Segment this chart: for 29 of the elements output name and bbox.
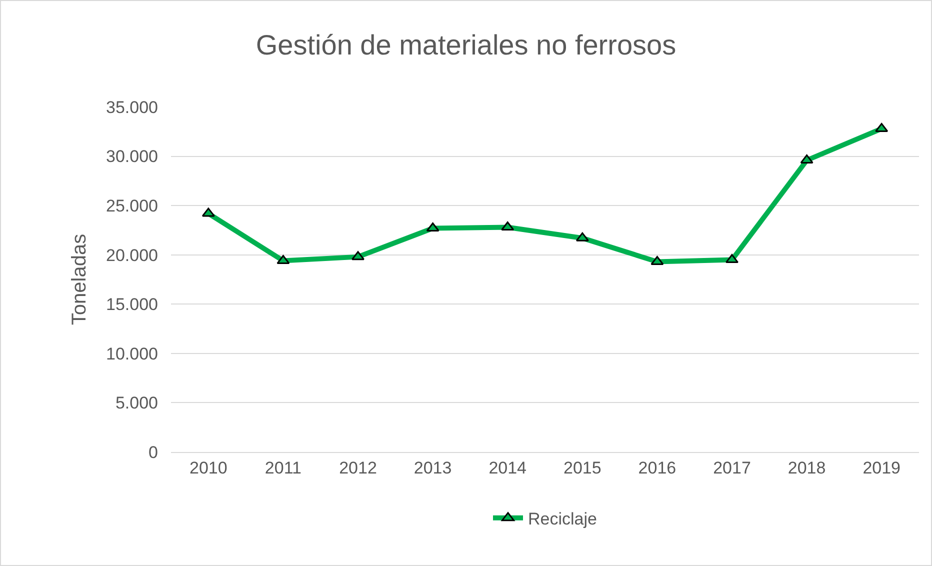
y-tick-label: 0 — [148, 442, 158, 462]
y-tick-label: 30.000 — [106, 147, 158, 166]
y-tick-label: 5.000 — [115, 394, 158, 413]
x-tick-label: 2011 — [264, 458, 302, 478]
x-tick-label: 2016 — [638, 458, 676, 478]
x-tick-label: 2017 — [713, 458, 751, 478]
point — [800, 154, 814, 164]
point — [276, 255, 290, 264]
point — [426, 222, 440, 232]
x-tick-label: 2014 — [488, 458, 527, 478]
y-tick-label: 15.000 — [106, 295, 158, 314]
y-tick-label: 25.000 — [106, 196, 158, 216]
y-tick-label: 10.000 — [106, 344, 158, 364]
y-tick-label: 20.000 — [106, 246, 158, 265]
y-axis-title: Toneladas — [68, 234, 90, 326]
point — [650, 256, 664, 266]
x-tick-label: 2018 — [788, 458, 826, 478]
x-tick-label: 2012 — [339, 458, 377, 478]
point — [875, 122, 888, 132]
x-tick-label: 2015 — [563, 458, 602, 478]
y-tick-label: 35.000 — [106, 98, 158, 117]
x-tick-label: 2019 — [862, 458, 901, 478]
chart-title: Gestión de materiales no ferrosos — [256, 29, 676, 60]
point — [202, 208, 215, 217]
x-tick-label: 2013 — [414, 458, 452, 478]
point — [576, 232, 589, 242]
x-tick-label: 2010 — [189, 458, 228, 478]
legend-label: Reciclaje — [528, 509, 597, 528]
point — [501, 222, 514, 231]
